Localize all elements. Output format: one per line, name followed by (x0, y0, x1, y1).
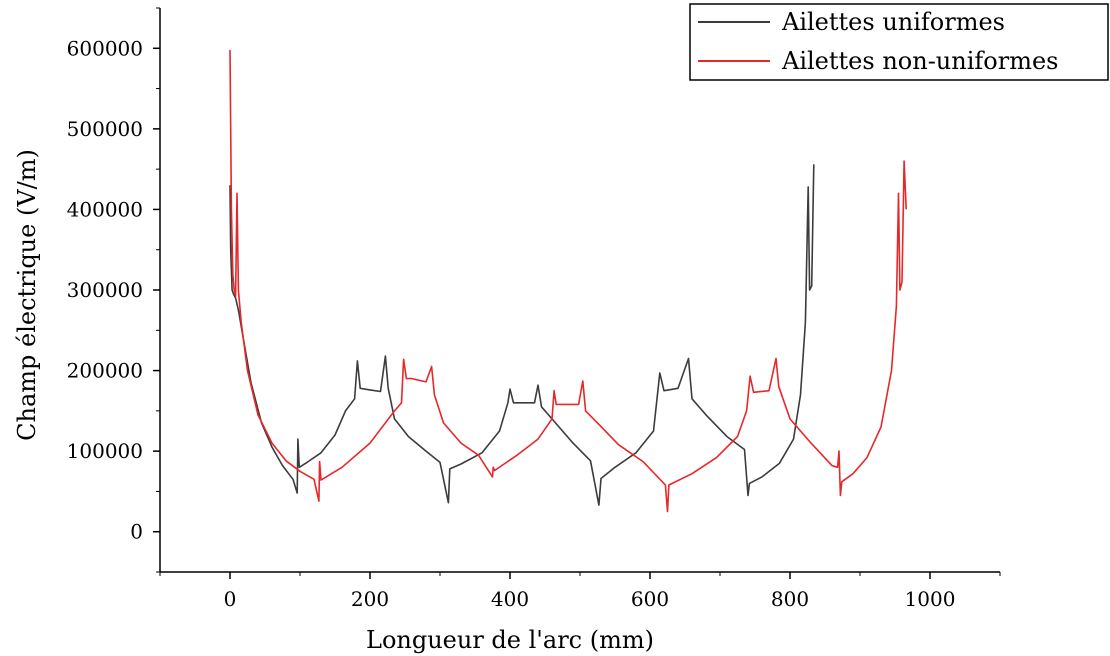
x-tick-label: 0 (224, 587, 237, 611)
legend-label-uniformes: Ailettes uniformes (781, 8, 1005, 36)
x-tick-label: 1000 (905, 587, 956, 611)
y-tick-label: 300000 (67, 278, 143, 302)
axes (160, 8, 1000, 572)
y-axis-title: Champ électrique (V/m) (13, 149, 41, 441)
y-tick-label: 600000 (67, 36, 143, 60)
y-tick-label: 0 (130, 520, 143, 544)
legend-label-non-uniformes: Ailettes non-uniformes (781, 47, 1058, 75)
x-tick-label: 400 (491, 587, 529, 611)
y-tick-label: 100000 (67, 439, 143, 463)
series-lines (230, 50, 906, 512)
x-axis-title: Longueur de l'arc (mm) (366, 626, 654, 654)
legend: Ailettes uniformes Ailettes non-uniforme… (690, 4, 1108, 80)
series-line-non-uniformes (230, 50, 906, 512)
x-ticks: 0 200 400 600 800 1000 (160, 572, 1000, 611)
series-line-uniformes (230, 164, 814, 505)
x-tick-label: 800 (771, 587, 809, 611)
y-tick-label: 500000 (67, 117, 143, 141)
x-tick-label: 600 (631, 587, 669, 611)
y-tick-label: 400000 (67, 197, 143, 221)
x-tick-label: 200 (351, 587, 389, 611)
y-ticks: 0 100000 200000 300000 400000 500000 600000 (67, 8, 160, 572)
y-tick-label: 200000 (67, 359, 143, 383)
